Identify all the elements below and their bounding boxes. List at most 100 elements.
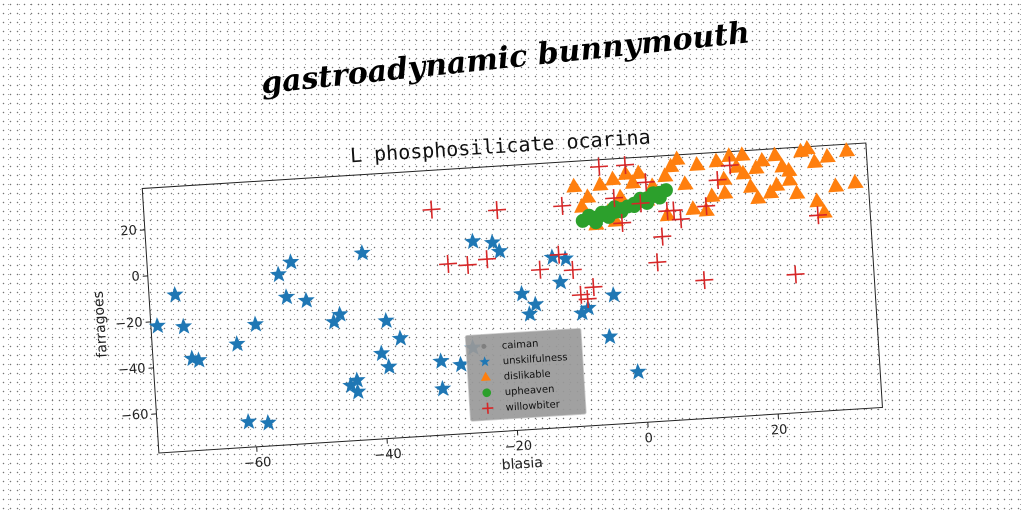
data-point <box>685 200 702 216</box>
x-tick-label: −20 <box>504 439 532 456</box>
data-point <box>653 227 672 246</box>
x-tick-label: −60 <box>244 455 272 472</box>
data-marks <box>148 139 864 431</box>
legend-marker <box>481 343 487 349</box>
legend-label: dislikable <box>503 369 551 383</box>
data-point <box>556 249 574 267</box>
data-point <box>452 355 470 373</box>
data-point <box>704 187 721 203</box>
data-point <box>277 288 295 305</box>
data-point <box>490 242 508 260</box>
y-tick-label: −20 <box>115 315 143 332</box>
data-point <box>630 164 648 180</box>
data-point <box>551 273 569 290</box>
y-tick-label: 0 <box>131 269 140 284</box>
data-point <box>809 192 826 208</box>
data-point <box>616 156 635 175</box>
data-point <box>578 289 597 309</box>
data-point <box>786 265 805 284</box>
data-point <box>574 198 591 213</box>
data-point <box>282 253 300 270</box>
data-point <box>325 312 343 330</box>
data-point <box>605 189 624 208</box>
data-point <box>769 176 786 192</box>
data-point <box>754 152 771 167</box>
data-point <box>697 197 716 216</box>
data-point <box>819 147 836 163</box>
series-dislikable <box>566 139 864 231</box>
legend-marker <box>482 402 494 414</box>
data-point <box>648 253 667 272</box>
data-point <box>748 159 765 175</box>
data-point <box>190 351 208 369</box>
data-point <box>521 305 539 322</box>
x-tick-label: 0 <box>644 431 653 446</box>
data-point <box>695 271 714 290</box>
data-point <box>689 156 706 172</box>
data-point <box>735 164 752 180</box>
data-point <box>353 244 371 261</box>
data-point <box>781 161 798 177</box>
data-point <box>708 152 725 168</box>
data-point <box>789 184 806 200</box>
axes-frame <box>141 142 883 454</box>
data-point <box>458 255 477 275</box>
data-point <box>391 329 409 347</box>
y-axis-label: farragoes <box>91 291 111 359</box>
data-point <box>380 357 398 375</box>
data-point <box>432 352 450 369</box>
data-point <box>549 245 568 264</box>
data-point <box>174 317 193 335</box>
data-point <box>629 363 647 380</box>
series-willowbiter <box>422 156 828 309</box>
data-point <box>342 376 360 394</box>
series-unskilfulness <box>148 232 647 431</box>
data-point <box>604 286 622 303</box>
legend-label: willowbiter <box>505 399 561 413</box>
data-point <box>594 205 609 220</box>
data-point <box>348 371 366 389</box>
data-point <box>743 178 760 194</box>
data-point <box>838 142 856 158</box>
data-point <box>372 344 391 362</box>
data-point <box>717 184 734 200</box>
data-point <box>297 291 315 309</box>
legend-marker <box>480 371 492 381</box>
data-point <box>573 304 591 321</box>
data-point <box>613 213 632 232</box>
data-point <box>331 305 349 323</box>
data-point <box>799 139 816 155</box>
data-point <box>349 382 367 400</box>
data-point <box>636 173 655 192</box>
x-tick-label: 20 <box>770 422 787 438</box>
data-point <box>464 232 482 250</box>
data-point <box>592 176 609 191</box>
legend-marker <box>482 388 492 398</box>
data-point <box>239 412 257 430</box>
data-point <box>377 311 395 329</box>
axis-ticks: −60 −40 −20 0 20 −60 −40 −20 0 20 <box>115 223 788 472</box>
data-point <box>584 278 603 297</box>
legend-marker <box>479 356 491 367</box>
data-point <box>148 317 166 334</box>
data-point <box>716 170 733 186</box>
data-point <box>664 201 683 220</box>
y-tick-label: −40 <box>118 361 146 378</box>
data-point <box>677 175 694 191</box>
data-point <box>563 260 582 279</box>
legend-label: upheaven <box>504 384 554 398</box>
data-point <box>513 284 531 302</box>
x-axis-label: blasia <box>501 455 543 474</box>
data-point <box>767 146 784 162</box>
data-point <box>228 335 246 352</box>
x-tick-label: −40 <box>374 447 402 464</box>
legend-box <box>464 327 587 422</box>
data-point <box>781 171 799 186</box>
data-point <box>526 295 545 313</box>
data-point <box>646 186 661 201</box>
data-point <box>808 206 828 225</box>
chart-title: L phosphosilicate ocarina <box>349 125 651 168</box>
